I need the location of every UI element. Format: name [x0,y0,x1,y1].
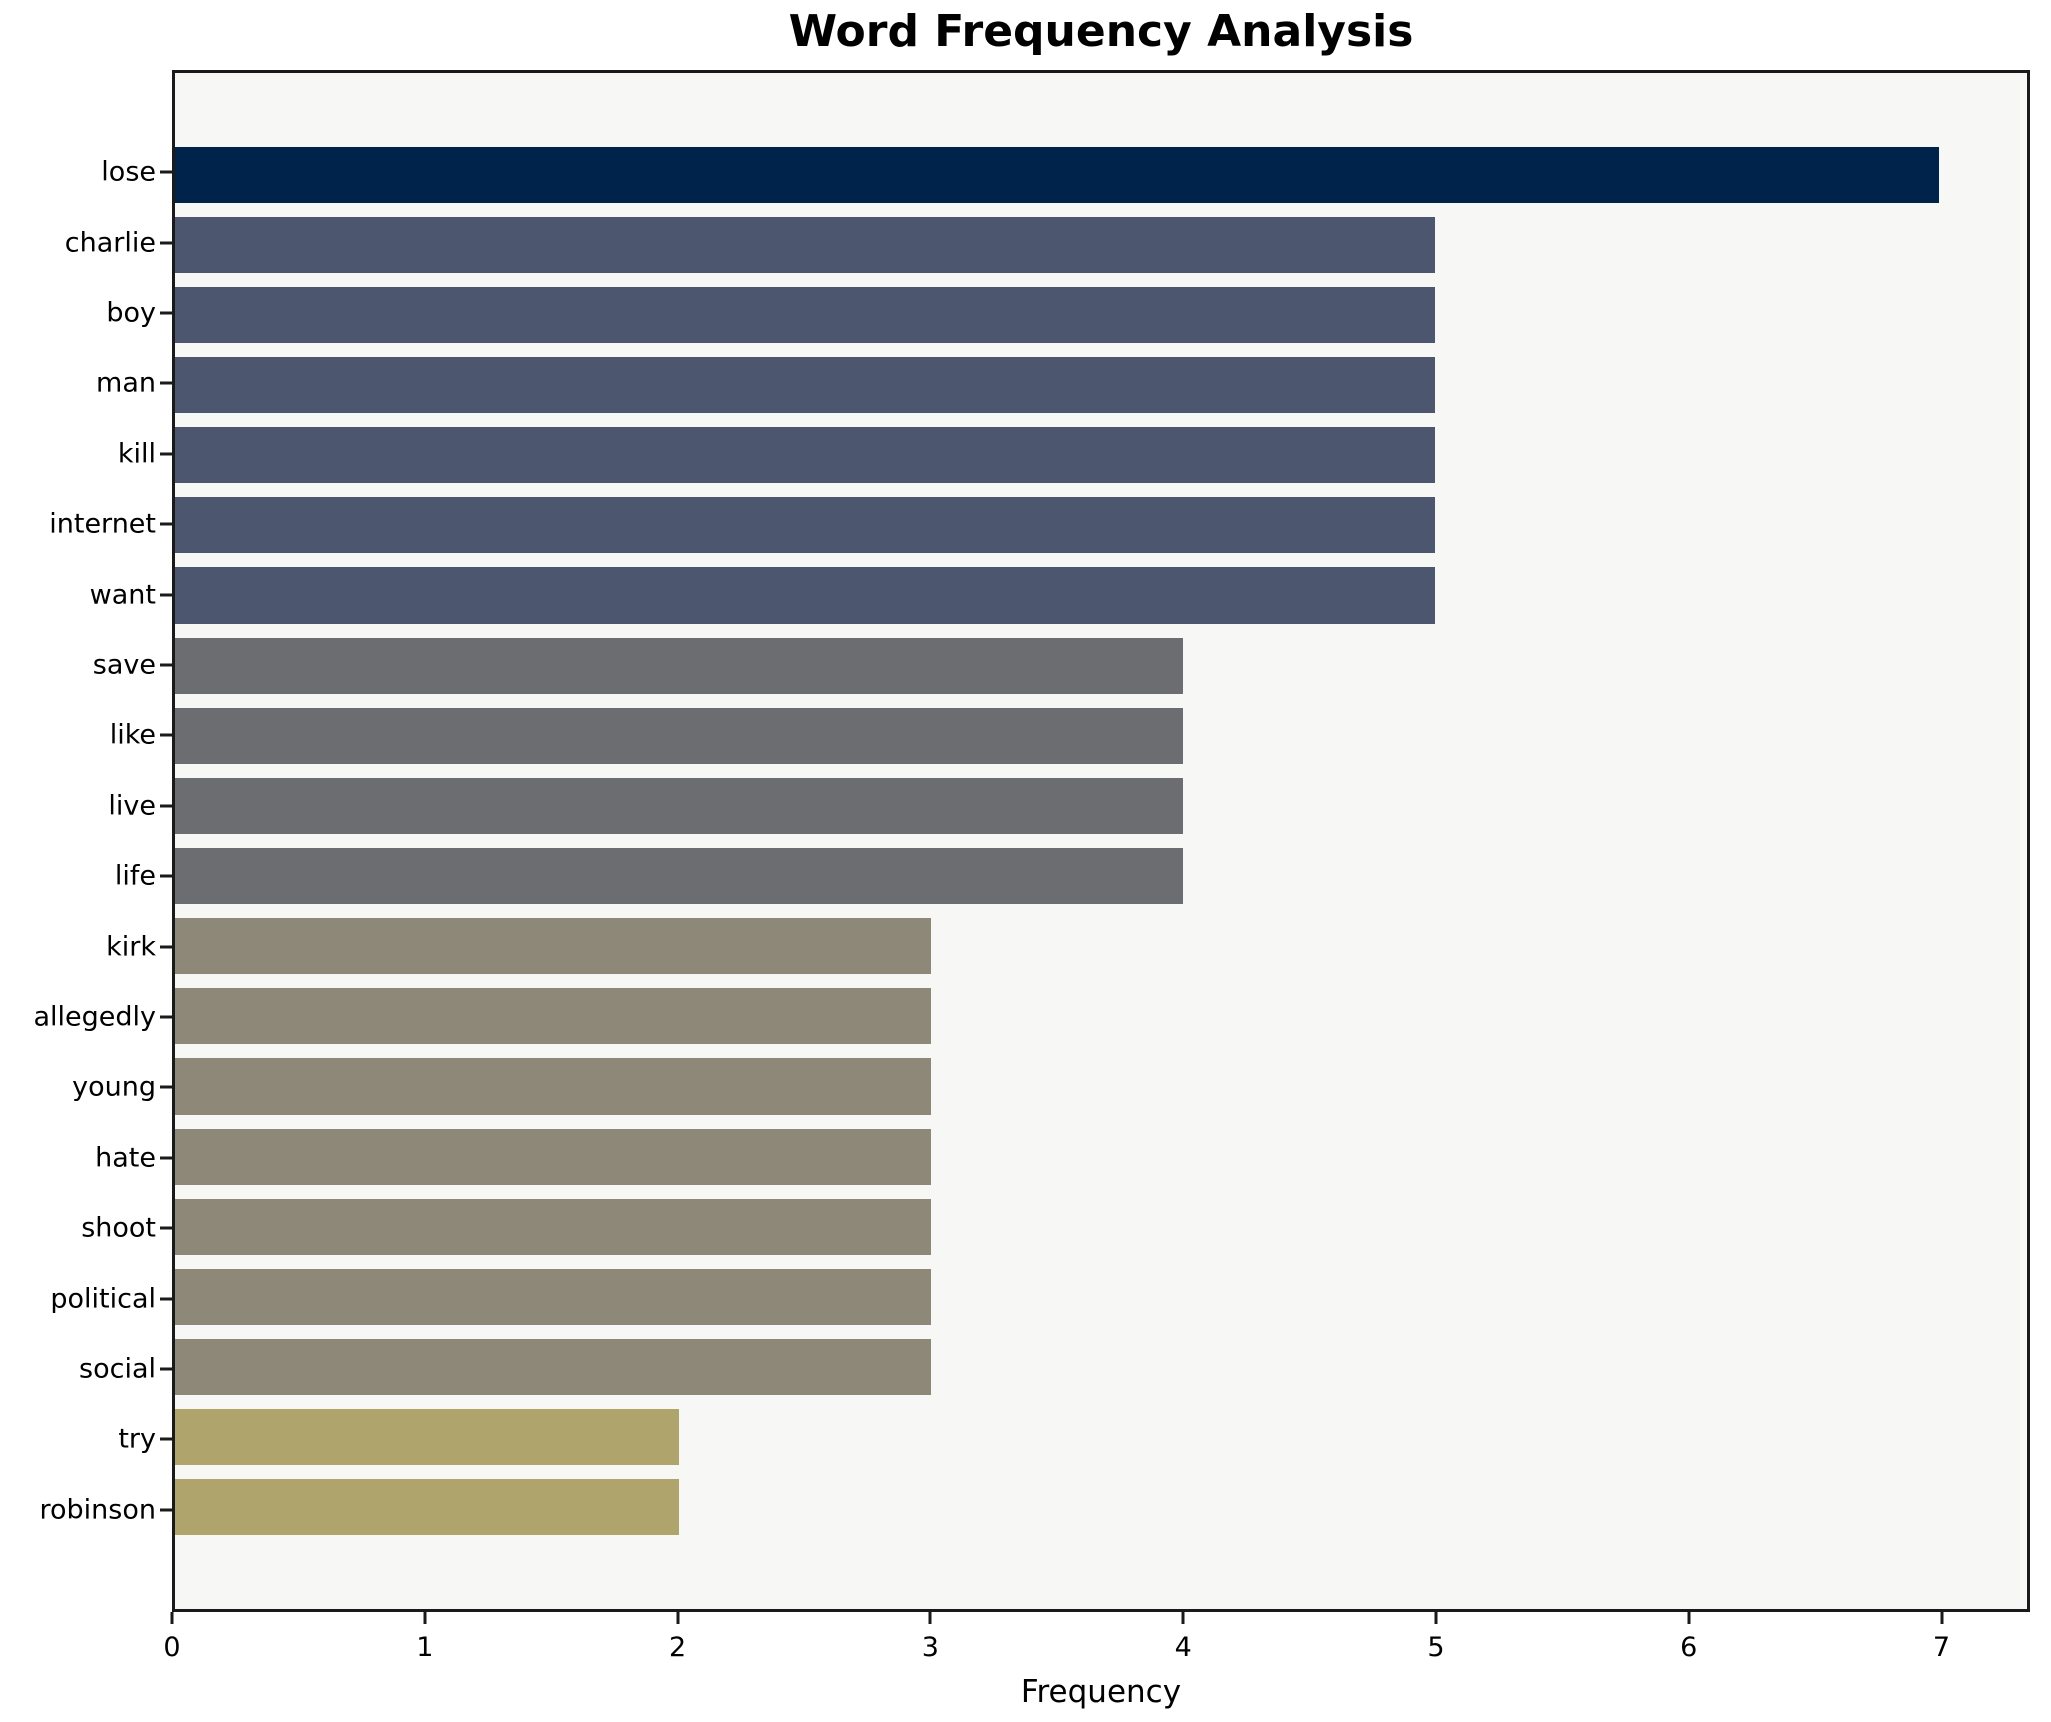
y-tick-mark [160,874,172,878]
x-tick-label-4: 4 [1174,1632,1192,1663]
x-tick-mark [1434,1612,1438,1624]
y-tick-label-lose: lose [101,156,156,188]
plot-area [172,70,2030,1612]
y-tick-label-allegedly: allegedly [33,1001,156,1033]
y-tick-label-want: want [89,579,156,611]
bar-social [175,1338,931,1396]
bar-shoot [175,1198,931,1255]
bar-political [175,1268,931,1325]
y-tick-mark [160,452,172,456]
x-tick-mark [928,1612,932,1624]
bar-hate [175,1128,931,1185]
y-tick-label-man: man [96,367,156,399]
y-tick-label-like: like [109,719,156,751]
x-tick-label-2: 2 [668,1632,687,1663]
bar-allegedly [175,988,931,1045]
bar-man [175,357,1435,414]
y-tick-mark [160,1297,172,1301]
y-tick-label-political: political [50,1283,156,1315]
y-tick-label-life: life [114,860,156,892]
y-tick-label-kill: kill [117,438,156,470]
y-tick-mark [160,1156,172,1160]
bar-internet [175,497,1435,554]
bar-charlie [175,216,1435,273]
bar-robinson [175,1479,679,1536]
bar-lose [175,146,1939,203]
y-tick-label-internet: internet [49,508,156,540]
y-tick-mark [160,381,172,385]
y-tick-mark [160,1508,172,1512]
x-tick-mark [423,1612,427,1624]
y-tick-mark [160,593,172,597]
x-tick-label-6: 6 [1680,1632,1698,1663]
bar-kirk [175,918,931,975]
y-tick-label-save: save [92,649,156,681]
bar-want [175,567,1435,624]
x-tick-label-5: 5 [1427,1632,1445,1663]
bar-live [175,777,1183,834]
bar-try [175,1409,679,1466]
y-tick-label-hate: hate [95,1142,156,1174]
bar-kill [175,427,1435,484]
x-tick-label-1: 1 [416,1632,434,1663]
y-tick-label-try: try [118,1423,156,1455]
y-tick-mark [160,945,172,949]
y-tick-label-charlie: charlie [64,227,156,258]
x-tick-label-0: 0 [163,1632,181,1663]
y-tick-mark [160,1085,172,1089]
bar-young [175,1058,931,1115]
bar-like [175,707,1183,764]
x-tick-mark [1181,1612,1185,1624]
y-tick-label-shoot: shoot [81,1212,156,1244]
y-tick-mark [160,804,172,808]
x-axis-title: Frequency [1020,1674,1182,1710]
y-tick-label-robinson: robinson [39,1494,156,1526]
y-tick-mark [160,733,172,737]
y-tick-label-live: live [108,790,156,822]
y-tick-mark [160,522,172,526]
bar-save [175,637,1183,694]
y-tick-label-kirk: kirk [106,931,156,963]
y-tick-label-young: young [72,1071,156,1103]
bar-life [175,848,1183,905]
x-tick-label-3: 3 [921,1632,939,1663]
chart-title: Word Frequency Analysis [788,6,1414,57]
x-tick-mark [1940,1612,1944,1624]
y-tick-mark [160,311,172,315]
y-tick-label-boy: boy [106,297,156,329]
y-tick-mark [160,1437,172,1441]
x-tick-mark [170,1612,174,1624]
y-tick-mark [160,170,172,174]
y-tick-mark [160,241,172,244]
y-axis-labels: lose charlie boy man kill internet want save lik… [0,70,156,1612]
x-tick-mark [1687,1612,1691,1624]
y-tick-mark [160,1226,172,1230]
y-tick-mark [160,1015,172,1019]
x-tick-mark [676,1612,680,1624]
x-tick-label-7: 7 [1932,1632,1951,1663]
y-tick-label-social: social [79,1353,156,1385]
y-tick-mark [160,663,172,667]
bar-boy [175,286,1435,344]
y-tick-mark [160,1367,172,1371]
